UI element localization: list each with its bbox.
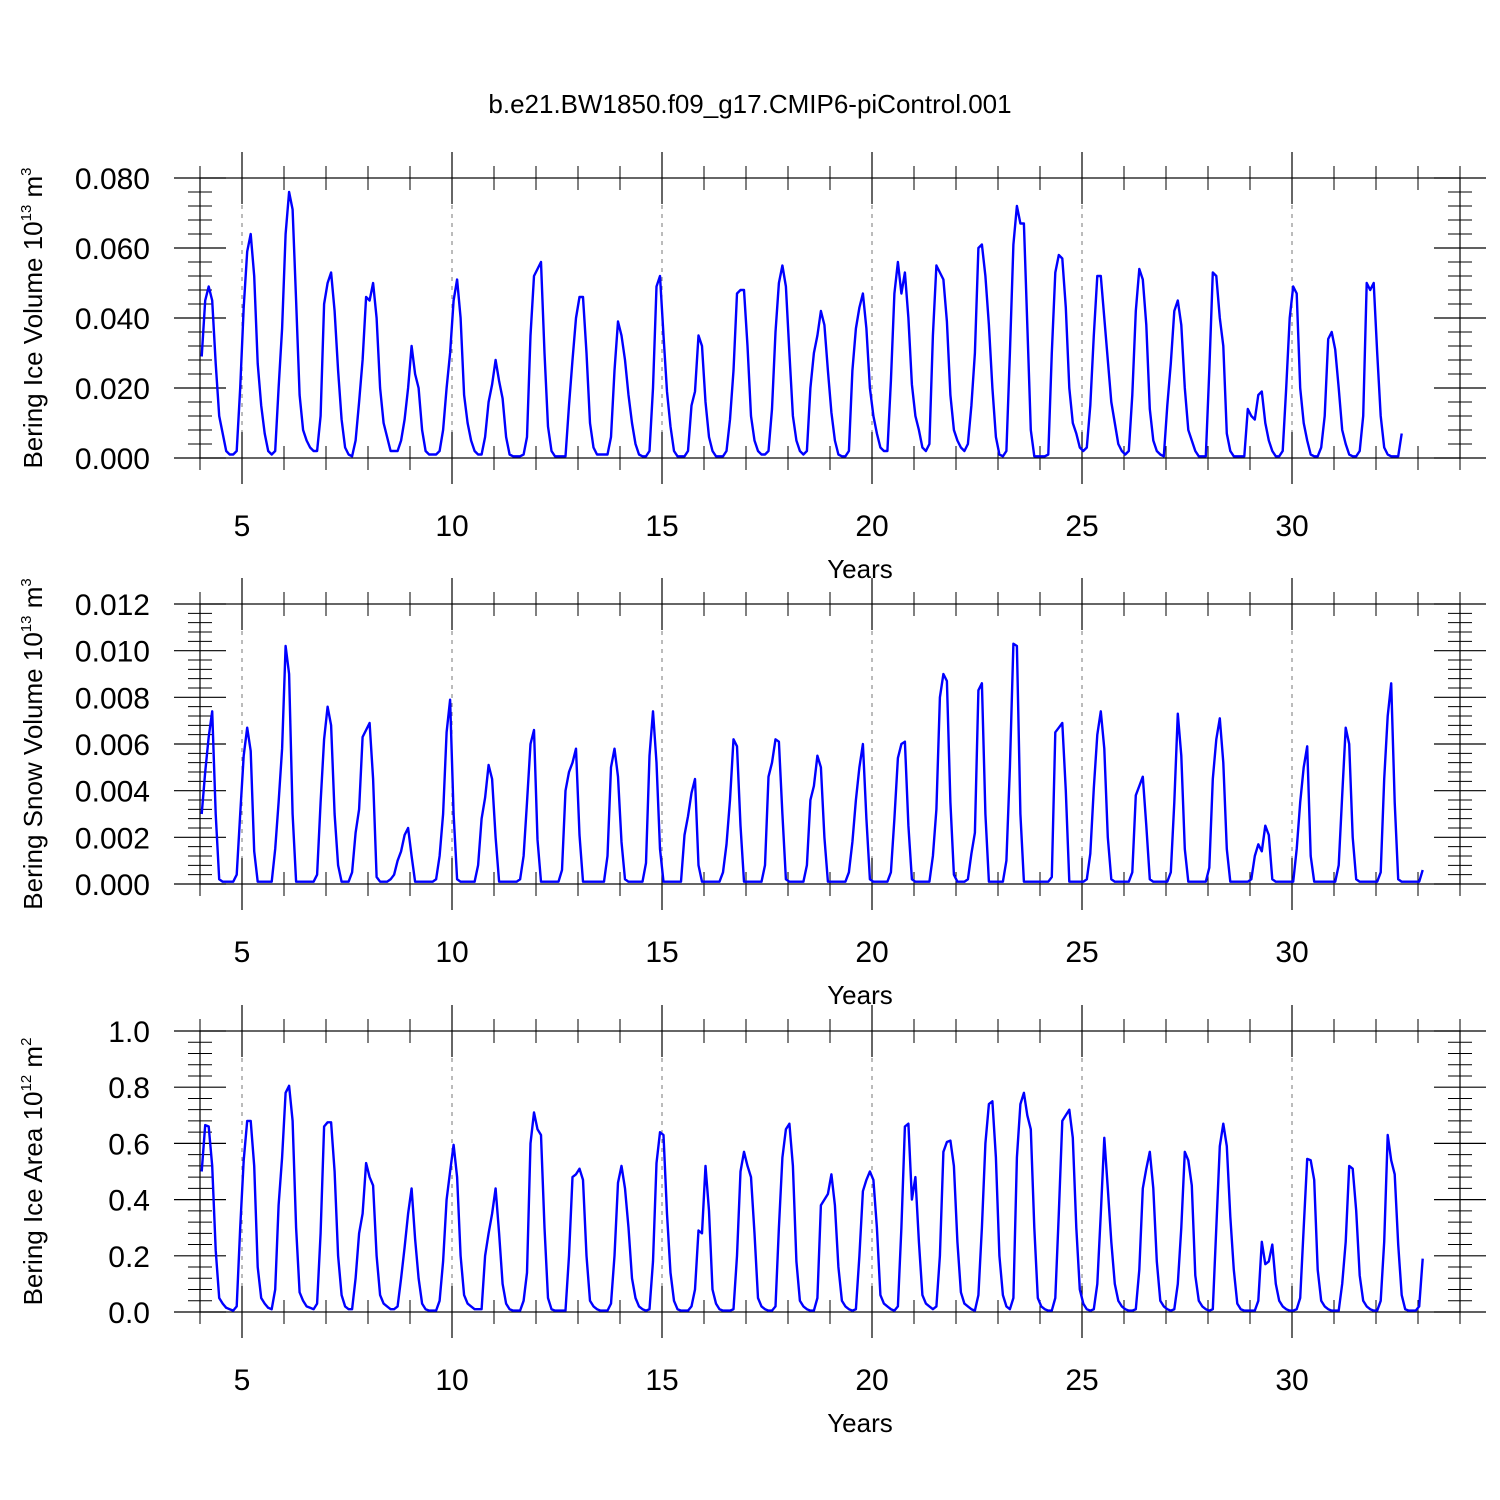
y-tick-label: 0.4 bbox=[108, 1185, 150, 1218]
y-axis-label-unit-exp: 2 bbox=[18, 1038, 35, 1046]
x-tick-label: 20 bbox=[855, 510, 888, 543]
y-axis-label-unit-exp: 3 bbox=[18, 578, 35, 586]
y-axis-label-unit: m bbox=[18, 1046, 48, 1075]
y-tick-label: 0.000 bbox=[75, 443, 150, 476]
y-tick-label: 0.080 bbox=[75, 163, 150, 196]
y-tick-label: 0.2 bbox=[108, 1241, 150, 1274]
y-tick-label: 0.6 bbox=[108, 1128, 150, 1161]
y-tick-label: 0.004 bbox=[75, 776, 150, 809]
y-tick-label: 0.006 bbox=[75, 729, 150, 762]
x-tick-label: 5 bbox=[234, 936, 251, 969]
panel-snow-volume: 5 10 15 20 25 30 0.000 0.002 0.004 0.006 0.008 0.01… bbox=[18, 578, 1486, 1010]
x-tick-label: 20 bbox=[855, 936, 888, 969]
x-axis-label: Years bbox=[827, 980, 893, 1010]
y-tick-label: 0.008 bbox=[75, 682, 150, 715]
panel-ice-area: 5 10 15 20 25 30 0.0 0.2 0.4 0.6 0.8 1.0 Years Bering… bbox=[18, 1005, 1486, 1438]
x-tick-label: 5 bbox=[234, 510, 251, 543]
series-line-ice-volume bbox=[200, 190, 1403, 458]
panel-ice-volume: 5 10 15 20 25 30 0.000 0.020 0.040 0.060 0.080 Year… bbox=[18, 152, 1486, 584]
x-tick-label: 10 bbox=[435, 1364, 468, 1397]
x-tick-label: 15 bbox=[645, 1364, 678, 1397]
y-tick-label: 0.020 bbox=[75, 373, 150, 406]
y-axis-label-unit: m bbox=[18, 176, 48, 205]
x-tick-label: 5 bbox=[234, 1364, 251, 1397]
series-line-snow-volume bbox=[200, 642, 1424, 883]
figure-title: b.e21.BW1850.f09_g17.CMIP6-piControl.001 bbox=[488, 89, 1011, 119]
panels: 5 10 15 20 25 300.0000.0200.0400.0600.080Year… bbox=[18, 152, 1486, 1438]
y-tick-label: 0.060 bbox=[75, 233, 150, 266]
y-axis-label-main: Bering Snow Volume 10 bbox=[18, 632, 48, 910]
x-tick-label: 10 bbox=[435, 936, 468, 969]
y-axis-label-exp: 13 bbox=[18, 205, 35, 222]
series-line-ice-area bbox=[200, 1084, 1424, 1312]
x-tick-label: 30 bbox=[1275, 510, 1308, 543]
y-axis-label-exp: 12 bbox=[18, 1075, 35, 1092]
y-axis-label-main: Bering Ice Volume 10 bbox=[18, 221, 48, 468]
y-tick-label: 0.8 bbox=[108, 1072, 150, 1105]
x-axis-label: Years bbox=[827, 554, 893, 584]
x-tick-label: 30 bbox=[1275, 1364, 1308, 1397]
y-axis-label: Bering Ice Area 1012 m2 bbox=[18, 1038, 48, 1306]
y-axis-label: Bering Ice Volume 1013 m3 bbox=[18, 167, 48, 468]
y-axis-label-unit-exp: 3 bbox=[18, 167, 35, 175]
y-axis-label-unit: m bbox=[18, 587, 48, 616]
y-axis-label: Bering Snow Volume 1013 m3 bbox=[18, 578, 48, 909]
y-tick-label: 0.040 bbox=[75, 303, 150, 336]
x-tick-label: 25 bbox=[1065, 1364, 1098, 1397]
y-tick-label: 0.000 bbox=[75, 869, 150, 902]
x-axis-label: Years bbox=[827, 1408, 893, 1438]
y-tick-label: 0.010 bbox=[75, 636, 150, 669]
x-tick-label: 15 bbox=[645, 936, 678, 969]
y-tick-label: 0.002 bbox=[75, 822, 150, 855]
y-tick-label: 0.012 bbox=[75, 589, 150, 622]
x-tick-label: 30 bbox=[1275, 936, 1308, 969]
x-tick-label: 25 bbox=[1065, 936, 1098, 969]
y-tick-label: 0.0 bbox=[108, 1297, 150, 1330]
x-tick-label: 10 bbox=[435, 510, 468, 543]
x-tick-label: 15 bbox=[645, 510, 678, 543]
x-tick-label: 25 bbox=[1065, 510, 1098, 543]
y-axis-label-exp: 13 bbox=[18, 616, 35, 633]
y-tick-label: 1.0 bbox=[108, 1016, 150, 1049]
x-tick-label: 20 bbox=[855, 1364, 888, 1397]
y-axis-label-main: Bering Ice Area 10 bbox=[18, 1092, 48, 1306]
